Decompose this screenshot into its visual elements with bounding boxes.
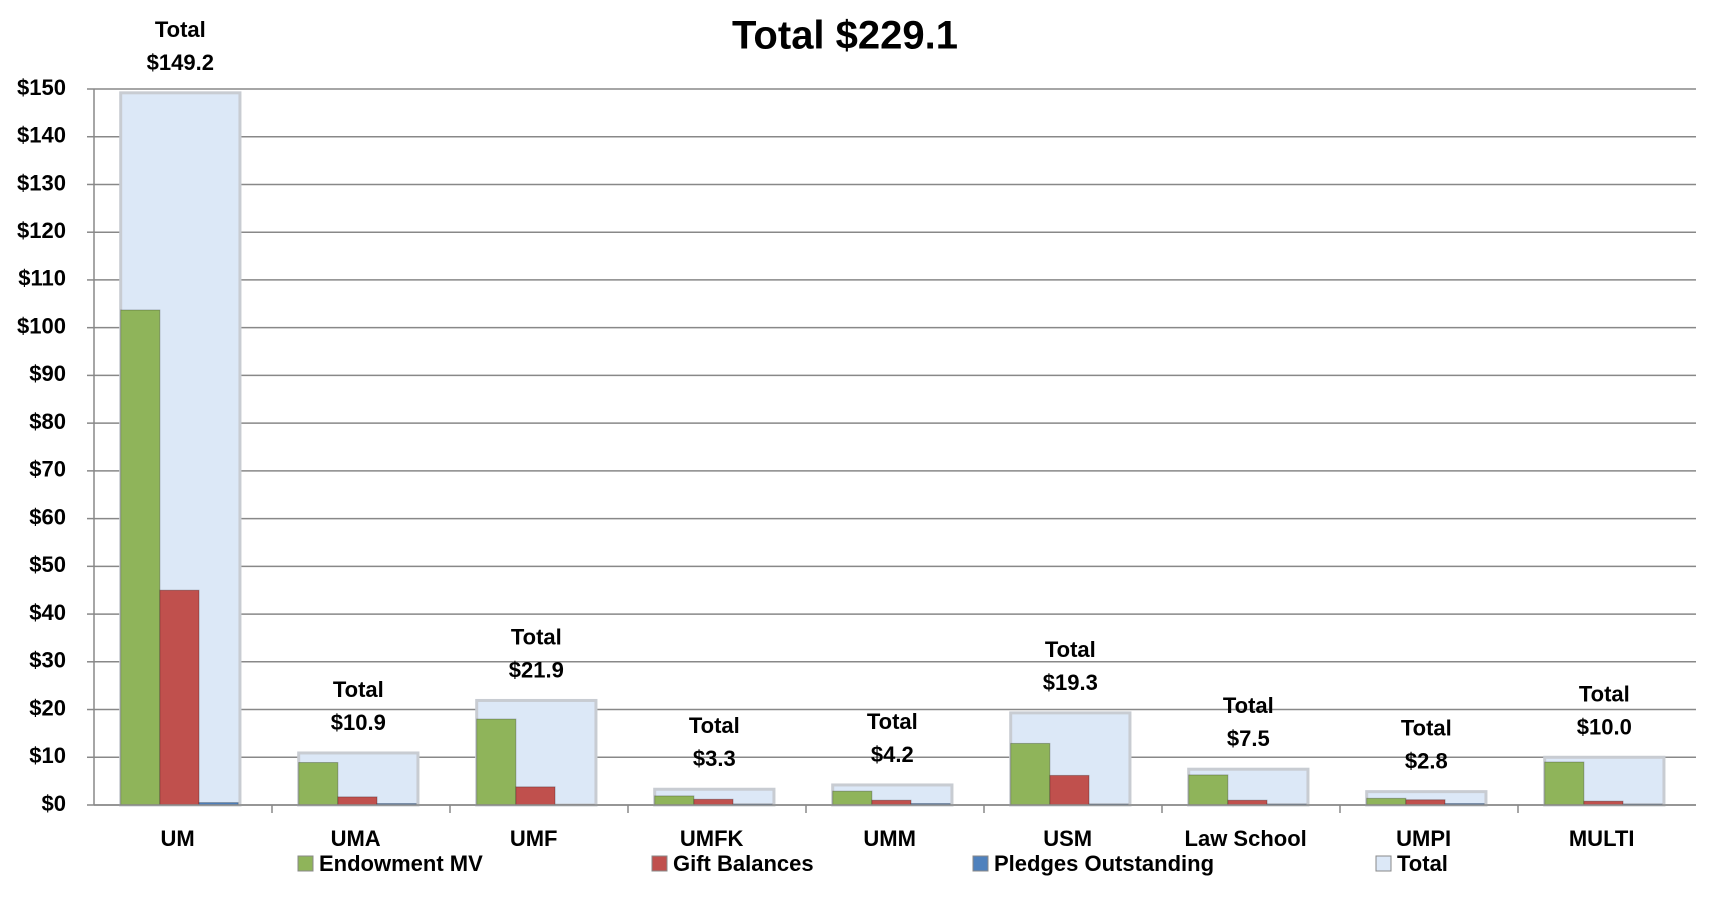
total-label: Total $10.9 xyxy=(331,677,386,735)
total-label-line: Total xyxy=(1223,693,1274,718)
y-tick-label: $100 xyxy=(17,313,66,338)
total-label-line: Total xyxy=(155,17,206,42)
y-tick-label: $90 xyxy=(29,361,66,386)
total-label-line: $10.9 xyxy=(331,710,386,735)
y-tick-label: $60 xyxy=(29,504,66,529)
bar xyxy=(654,795,695,806)
legend-swatch xyxy=(297,855,314,872)
total-label-line: $3.3 xyxy=(693,746,736,771)
bar xyxy=(159,589,200,806)
x-tick-label: MULTI xyxy=(1569,826,1635,851)
legend-label: Total xyxy=(1397,851,1448,876)
total-label: Total $3.3 xyxy=(689,713,740,771)
y-tick-label: $150 xyxy=(17,75,66,100)
total-label-line: Total xyxy=(1045,637,1096,662)
bar xyxy=(693,798,734,806)
total-label-line: Total xyxy=(1579,681,1630,706)
bar xyxy=(298,762,339,806)
bar xyxy=(1544,761,1585,806)
total-label-line: $19.3 xyxy=(1043,670,1098,695)
y-tick-label: $0 xyxy=(42,791,66,816)
y-tick-label: $110 xyxy=(18,266,66,291)
y-tick-label: $10 xyxy=(29,743,66,768)
total-label-line: $7.5 xyxy=(1227,726,1270,751)
x-tick-label: UMPI xyxy=(1396,826,1451,851)
total-label: Total $149.2 xyxy=(147,17,214,75)
total-label-line: $149.2 xyxy=(147,50,214,75)
y-tick-label: $140 xyxy=(17,123,66,148)
y-tick-label: $50 xyxy=(29,552,66,577)
bar xyxy=(515,786,556,806)
total-label-line: Total xyxy=(511,624,562,649)
bar xyxy=(476,718,517,806)
y-tick-label: $120 xyxy=(17,218,66,243)
total-label-line: $10.0 xyxy=(1577,714,1632,739)
x-tick-label: UMA xyxy=(331,826,381,851)
legend-swatch xyxy=(651,855,668,872)
total-label-line: Total xyxy=(867,709,918,734)
total-label: Total $2.8 xyxy=(1401,715,1452,773)
y-tick-label: $130 xyxy=(17,170,66,195)
bar xyxy=(337,796,378,806)
y-tick-label: $20 xyxy=(29,695,66,720)
total-label-line: Total xyxy=(1401,715,1452,740)
total-label-line: $2.8 xyxy=(1405,748,1448,773)
x-tick-label: UMFK xyxy=(680,826,744,851)
y-tick-label: $80 xyxy=(29,409,66,434)
bar xyxy=(1049,774,1090,806)
legend-label: Gift Balances xyxy=(673,851,814,876)
legend-swatch xyxy=(1375,855,1392,872)
total-label: Total $10.0 xyxy=(1577,681,1632,739)
bar xyxy=(832,790,873,806)
legend-label: Pledges Outstanding xyxy=(994,851,1214,876)
legend-label: Endowment MV xyxy=(319,851,483,876)
total-label-line: $21.9 xyxy=(509,657,564,682)
bar xyxy=(1366,797,1407,806)
bar xyxy=(1188,774,1229,806)
x-tick-label: Law School xyxy=(1185,826,1307,851)
total-label: Total $21.9 xyxy=(509,624,564,682)
bar xyxy=(1010,742,1051,806)
y-tick-label: $70 xyxy=(29,457,66,482)
x-tick-label: USM xyxy=(1043,826,1092,851)
bar xyxy=(1405,799,1446,806)
bar xyxy=(120,309,161,806)
y-tick-label: $30 xyxy=(29,648,66,673)
total-label-line: Total xyxy=(689,713,740,738)
legend-swatch xyxy=(972,855,989,872)
total-label: Total $7.5 xyxy=(1223,693,1274,751)
total-label: Total $4.2 xyxy=(867,709,918,767)
total-label: Total $19.3 xyxy=(1043,637,1098,695)
x-tick-label: UMF xyxy=(510,826,558,851)
total-label-line: Total xyxy=(333,677,384,702)
y-tick-label: $40 xyxy=(29,600,66,625)
chart-title: Total $229.1 xyxy=(732,14,958,58)
total-label-line: $4.2 xyxy=(871,742,914,767)
x-tick-label: UMM xyxy=(863,826,916,851)
x-tick-label: UM xyxy=(161,826,195,851)
